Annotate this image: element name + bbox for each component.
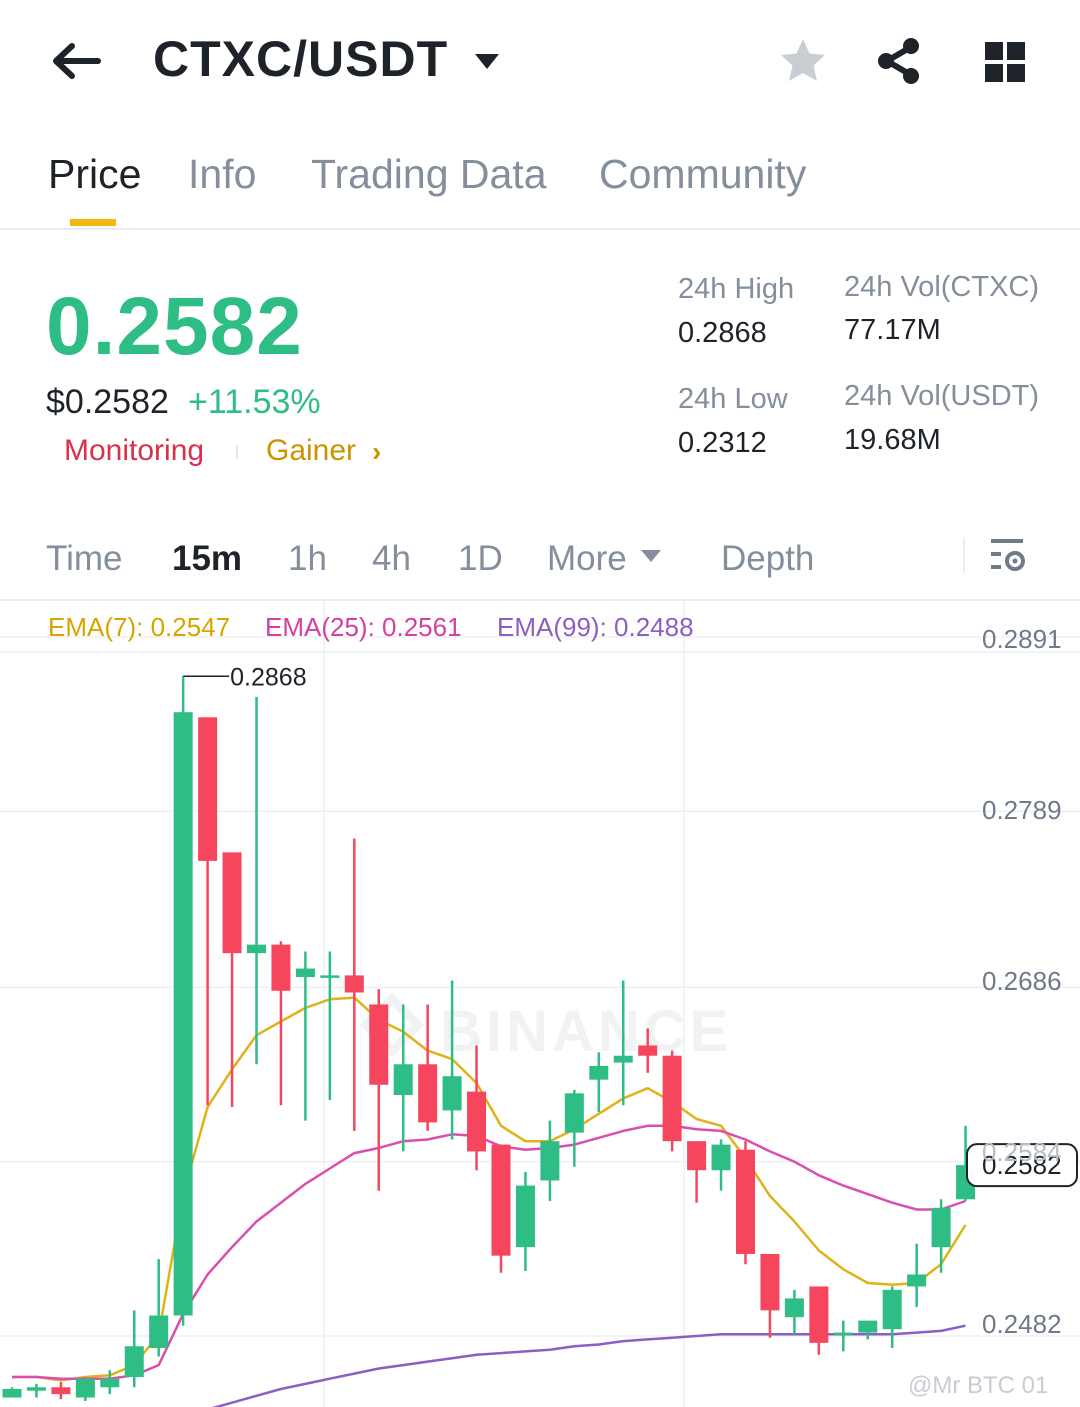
candle-body bbox=[711, 1144, 731, 1171]
vol-base-label: 24h Vol(CTXC) bbox=[844, 271, 1040, 303]
grid-icon[interactable] bbox=[983, 40, 1027, 84]
candle-body bbox=[491, 1144, 511, 1256]
share-icon[interactable] bbox=[875, 36, 923, 86]
current-price-label: 0.2582 bbox=[982, 1150, 1062, 1180]
monitoring-tag[interactable]: Monitoring bbox=[64, 434, 205, 467]
ema99-label: EMA(99): 0.2488 bbox=[497, 612, 694, 642]
ema25-label: EMA(25): 0.2561 bbox=[265, 612, 462, 642]
interval-more[interactable]: More bbox=[547, 539, 627, 578]
vol-quote-value: 19.68M bbox=[844, 424, 941, 456]
vol-quote-label: 24h Vol(USDT) bbox=[844, 380, 1040, 412]
y-tick-label: 0.2891 bbox=[982, 624, 1062, 654]
candle-body bbox=[760, 1253, 780, 1311]
candle-body bbox=[75, 1378, 95, 1398]
y-tick-label: 0.2482 bbox=[982, 1309, 1062, 1339]
candle-body bbox=[467, 1091, 487, 1152]
candle-body bbox=[931, 1207, 951, 1248]
candle-body bbox=[442, 1076, 462, 1111]
candle-body bbox=[858, 1320, 878, 1333]
author-watermark: @Mr BTC 01 bbox=[908, 1372, 1049, 1399]
ema99-line bbox=[211, 1324, 966, 1407]
candle-body bbox=[295, 968, 315, 978]
candle-body bbox=[418, 1064, 438, 1123]
candle-body bbox=[198, 717, 218, 861]
binance-watermark: BINANCE bbox=[440, 999, 732, 1064]
interval-time[interactable]: Time bbox=[46, 539, 123, 578]
candle-body bbox=[320, 975, 340, 978]
star-icon[interactable] bbox=[778, 36, 828, 86]
toolbar-divider bbox=[963, 537, 965, 573]
candle-body bbox=[247, 944, 266, 954]
interval-4h[interactable]: 4h bbox=[372, 539, 411, 578]
candle-body bbox=[564, 1093, 584, 1133]
candle-body bbox=[149, 1315, 169, 1348]
y-tick-label: 0.2584 bbox=[982, 1137, 1062, 1167]
candle-body bbox=[173, 712, 193, 1316]
candle-body bbox=[907, 1274, 927, 1287]
candle-body bbox=[100, 1378, 120, 1388]
top-bar: CTXC/USDT bbox=[0, 0, 1080, 125]
candlestick-chart[interactable]: BINANCE 0.2868 0.2582 bbox=[0, 601, 1080, 1407]
tag-divider bbox=[236, 445, 238, 459]
tab-bar: Price Info Trading Data Community bbox=[0, 125, 1080, 230]
chevron-right-icon[interactable]: › bbox=[372, 436, 382, 467]
back-arrow-icon[interactable] bbox=[48, 36, 104, 86]
tab-price[interactable]: Price bbox=[48, 151, 142, 197]
low-24h-value: 0.2312 bbox=[678, 427, 767, 459]
candle-body bbox=[540, 1141, 560, 1181]
candle-body bbox=[124, 1346, 144, 1378]
interval-1d[interactable]: 1D bbox=[458, 539, 503, 578]
candle-body bbox=[613, 1055, 633, 1063]
high-24h-value: 0.2868 bbox=[678, 317, 767, 349]
ema7-line bbox=[12, 996, 967, 1382]
y-tick-label: 0.2686 bbox=[982, 966, 1062, 996]
candle-body bbox=[2, 1388, 22, 1398]
interval-bar: Time 15m 1h 4h 1D More Depth bbox=[0, 515, 1080, 601]
candle-body bbox=[809, 1286, 829, 1343]
candle-body bbox=[26, 1387, 46, 1391]
pair-title[interactable]: CTXC/USDT bbox=[153, 31, 449, 87]
candle-body bbox=[662, 1055, 682, 1142]
tab-info[interactable]: Info bbox=[188, 151, 257, 197]
candle-body bbox=[222, 852, 242, 954]
chart-settings-icon[interactable] bbox=[988, 535, 1028, 575]
ema7-label: EMA(7): 0.2547 bbox=[48, 612, 231, 642]
candle-body bbox=[515, 1185, 535, 1248]
active-tab-indicator bbox=[70, 219, 116, 226]
tab-community[interactable]: Community bbox=[599, 151, 807, 197]
candle-body bbox=[393, 1064, 413, 1096]
interval-15m[interactable]: 15m bbox=[172, 539, 243, 578]
candle-body bbox=[687, 1141, 707, 1171]
current-price-box bbox=[966, 1143, 1078, 1188]
candle-body bbox=[344, 975, 364, 993]
candle-body bbox=[638, 1045, 658, 1056]
candle-body bbox=[51, 1387, 71, 1395]
depth-tab[interactable]: Depth bbox=[721, 539, 815, 578]
candle-body bbox=[589, 1065, 609, 1080]
low-24h-label: 24h Low bbox=[678, 383, 788, 415]
tab-trading-data[interactable]: Trading Data bbox=[311, 151, 547, 197]
candle-body bbox=[736, 1149, 755, 1254]
interval-1h[interactable]: 1h bbox=[288, 539, 327, 578]
last-price: 0.2582 bbox=[46, 281, 303, 372]
high-marker-label: 0.2868 bbox=[230, 663, 306, 691]
vol-base-value: 77.17M bbox=[844, 314, 941, 346]
usd-price: $0.2582 bbox=[46, 383, 169, 421]
price-change-percent: +11.53% bbox=[188, 383, 321, 421]
candle-body bbox=[833, 1332, 853, 1336]
candle-body bbox=[784, 1298, 804, 1318]
caret-down-icon[interactable] bbox=[472, 48, 502, 74]
high-24h-label: 24h High bbox=[678, 273, 795, 305]
y-tick-label: 0.2789 bbox=[982, 795, 1062, 825]
ema25-line bbox=[12, 1124, 966, 1380]
candle-body bbox=[271, 944, 291, 991]
candle-body bbox=[882, 1289, 902, 1330]
caret-down-icon[interactable] bbox=[640, 548, 662, 564]
candle-body bbox=[369, 1004, 389, 1085]
gainer-tag[interactable]: Gainer bbox=[266, 434, 357, 467]
